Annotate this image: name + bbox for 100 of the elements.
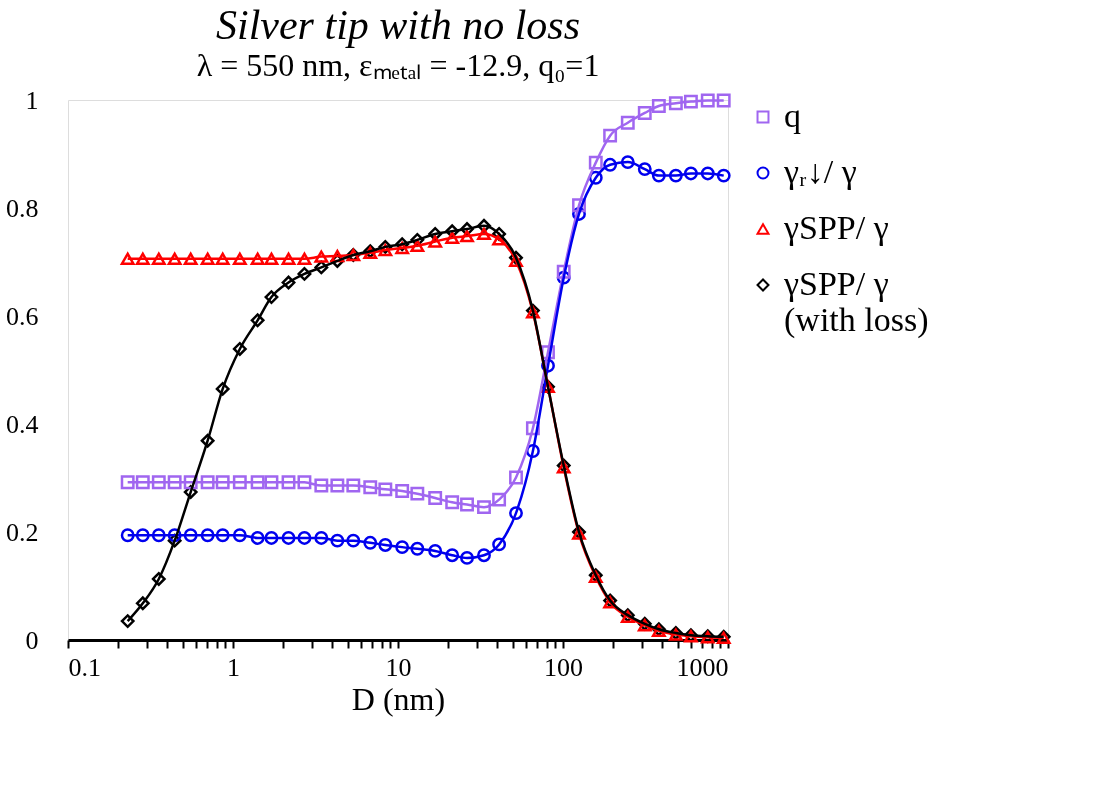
point	[167, 475, 182, 490]
point	[297, 531, 312, 545]
point	[215, 252, 230, 265]
point	[215, 528, 230, 543]
point	[603, 157, 618, 172]
legend-label: q	[784, 97, 801, 134]
point	[700, 93, 715, 108]
point	[297, 252, 312, 265]
point	[395, 484, 410, 498]
point	[620, 115, 635, 130]
point	[120, 475, 135, 490]
legend-label: γSPP/ γ	[783, 209, 889, 246]
point	[297, 475, 312, 490]
point	[281, 252, 296, 265]
point	[314, 260, 329, 275]
point	[378, 538, 393, 552]
point	[167, 252, 182, 265]
legend-label: γSPP/ γ (with loss)	[783, 265, 929, 339]
point	[232, 475, 247, 490]
point	[264, 475, 279, 490]
point	[410, 541, 425, 556]
point	[215, 475, 230, 490]
point	[460, 550, 474, 565]
x-tick-label: 1	[227, 652, 240, 682]
point	[314, 250, 329, 263]
point	[428, 543, 443, 558]
point	[281, 275, 296, 290]
chart-subtitle: λ = 550 nm, εₘₑₜₐₗ = -12.9, q₀=1	[196, 47, 600, 83]
point	[410, 486, 425, 501]
point	[250, 252, 265, 265]
point	[200, 475, 215, 490]
point	[477, 548, 491, 563]
point	[588, 170, 603, 185]
legend-label: γᵣ↓/ γ	[783, 153, 857, 190]
point	[492, 537, 507, 552]
point	[281, 475, 296, 490]
point	[135, 596, 150, 611]
point	[620, 155, 635, 170]
point	[716, 93, 731, 108]
point	[330, 533, 345, 548]
point	[120, 614, 135, 629]
point	[363, 535, 378, 550]
point	[525, 444, 540, 458]
y-tick-label: 0.4	[6, 409, 39, 439]
chart-title: Silver tip with no loss	[215, 2, 581, 48]
point	[232, 528, 247, 543]
y-tick-label: 1	[25, 85, 39, 115]
point	[683, 166, 698, 181]
x-tick-label: 0.1	[68, 652, 101, 682]
point	[151, 572, 166, 586]
point	[428, 235, 443, 248]
point	[460, 229, 474, 243]
point	[637, 106, 652, 120]
point	[215, 381, 230, 396]
point	[183, 252, 198, 265]
point	[651, 98, 666, 113]
point	[120, 528, 135, 543]
point	[346, 478, 361, 493]
point	[492, 492, 507, 507]
point	[716, 168, 731, 183]
y-tick-label: 0.2	[6, 517, 39, 547]
point	[250, 475, 265, 490]
point	[410, 239, 425, 252]
point	[183, 528, 198, 543]
point	[395, 540, 410, 555]
x-axis-title: D (nm)	[351, 680, 446, 717]
x-tick-label: 100	[544, 652, 583, 682]
point	[250, 313, 265, 328]
point	[151, 252, 166, 265]
point	[264, 252, 279, 265]
point	[297, 266, 312, 281]
point	[668, 96, 683, 111]
point	[683, 94, 698, 109]
y-tick-label: 0.6	[6, 301, 39, 331]
point	[120, 252, 135, 265]
point	[264, 531, 279, 545]
point	[603, 128, 618, 143]
point	[232, 341, 247, 356]
point	[700, 166, 715, 181]
y-tick-label: 0	[25, 625, 39, 655]
point	[346, 533, 361, 548]
point	[151, 528, 166, 543]
point	[477, 500, 491, 515]
point	[135, 475, 150, 490]
point	[509, 470, 523, 485]
point	[509, 506, 523, 521]
point	[314, 531, 329, 545]
point	[588, 155, 603, 170]
x-tick-label: 1000	[676, 652, 729, 682]
point	[477, 227, 491, 241]
point	[200, 252, 215, 265]
point	[200, 528, 215, 543]
x-tick-label: 10	[385, 652, 412, 682]
point	[460, 497, 474, 512]
point	[378, 482, 393, 497]
point	[651, 168, 666, 183]
point	[637, 162, 652, 177]
point	[200, 433, 215, 448]
point	[264, 290, 279, 305]
point	[428, 491, 443, 505]
